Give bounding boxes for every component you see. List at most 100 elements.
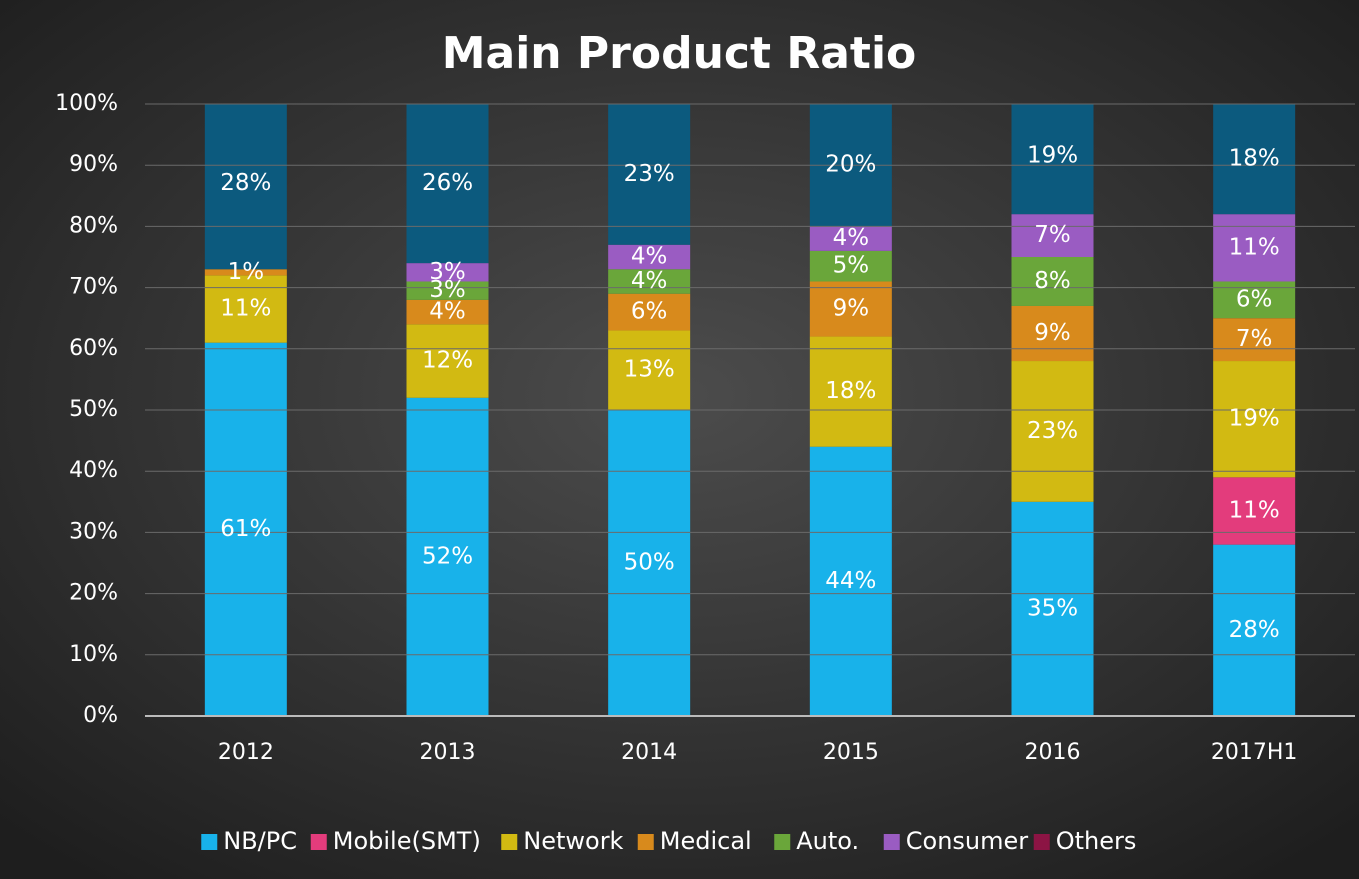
y-tick-label: 60% [69,336,118,361]
data-label: 9% [1034,320,1071,346]
y-tick-label: 80% [69,213,118,238]
data-label: 26% [422,170,473,196]
data-label: 19% [1229,406,1280,432]
bar-segment [204,275,287,343]
data-label: 50% [624,550,675,576]
data-label: 20% [825,152,876,178]
bar-segment [809,446,892,716]
y-tick-label: 30% [69,519,118,544]
bar-segment [406,397,489,716]
bar-segment [1213,544,1296,716]
bar-segment [608,293,691,331]
data-label: 5% [833,253,870,279]
data-label: 35% [1027,595,1078,621]
bar-segment [1213,477,1296,545]
bar-segment [809,336,892,447]
x-tick-label: 2015 [823,740,879,765]
y-tick-label: 10% [69,642,118,667]
bar-segment [406,299,489,325]
bar-segment [809,281,892,337]
x-tick-label: 2017H1 [1211,740,1298,765]
bar-segment [1011,361,1094,502]
bar-segment [204,269,287,276]
x-tick-label: 2012 [218,740,274,765]
data-label: 28% [220,170,271,196]
data-label: 1% [228,259,265,285]
bar-segment [204,104,287,270]
data-label: 3% [429,277,466,303]
data-label: 8% [1034,268,1071,294]
data-label: 11% [220,296,271,322]
x-tick-label: 2014 [621,740,677,765]
bar-segment [406,104,489,264]
legend-label: Network [523,827,623,855]
data-label: 23% [624,161,675,187]
legend-label: Auto. [796,827,859,855]
data-label: 6% [1236,286,1273,312]
bar-segment [1011,501,1094,716]
legend-label: NB/PC [223,827,297,855]
data-label: 11% [1229,497,1280,523]
bar-segment [608,104,691,245]
y-tick-label: 70% [69,275,118,300]
plot-area [204,104,1296,716]
x-tick-label: 2013 [420,740,476,765]
legend-swatch [201,834,218,850]
data-label: 61% [220,516,271,542]
y-tick-label: 40% [69,458,118,483]
data-label: 13% [624,357,675,383]
legend-label: Medical [660,827,752,855]
legend-label: Consumer [906,827,1029,855]
legend-label: Mobile(SMT) [333,827,481,855]
y-tick-label: 50% [69,397,118,422]
bar-segment [809,226,892,251]
data-label: 18% [825,378,876,404]
data-label: 7% [1236,326,1273,352]
bar-segment [608,410,691,716]
bar-segment [1011,305,1094,362]
bar-segment [1213,318,1296,362]
legend-label: Others [1056,827,1137,855]
bar-segment [608,244,691,270]
y-tick-label: 20% [69,581,118,606]
bar-segment [1213,361,1296,478]
data-label: 12% [422,348,473,374]
legend-swatch [883,834,900,850]
y-tick-label: 0% [83,703,118,728]
data-label: 44% [825,568,876,594]
data-label: 9% [833,296,870,322]
data-label: 52% [422,543,473,569]
data-label: 19% [1027,143,1078,169]
legend-swatch [310,834,327,850]
data-label: 18% [1229,146,1280,172]
bar-segment [1213,104,1296,215]
bar-segment [809,250,892,282]
data-label: 4% [631,244,668,270]
data-label: 28% [1229,617,1280,643]
data-label: 6% [631,299,668,325]
bar-segment [608,269,691,294]
data-label: 4% [631,268,668,294]
legend-swatch [501,834,518,850]
bar-segment [406,324,489,398]
x-tick-label: 2016 [1025,740,1081,765]
bar-segment [406,281,489,300]
y-tick-label: 90% [69,152,118,177]
data-label: 11% [1229,234,1280,260]
bar-segment [608,330,691,410]
bar-segment [1011,214,1094,257]
data-label: 23% [1027,418,1078,444]
bar-segment [1213,214,1296,282]
legend-swatch [774,834,791,850]
chart-title: Main Product Ratio [442,28,917,79]
legend-swatch [637,834,654,850]
y-tick-label: 100% [55,91,118,116]
bar-segment [406,263,489,282]
data-label: 4% [429,299,466,325]
bar-segment [1011,257,1094,306]
bar-segment [1011,104,1094,215]
data-label: 7% [1034,222,1071,248]
data-label: 4% [833,225,870,251]
